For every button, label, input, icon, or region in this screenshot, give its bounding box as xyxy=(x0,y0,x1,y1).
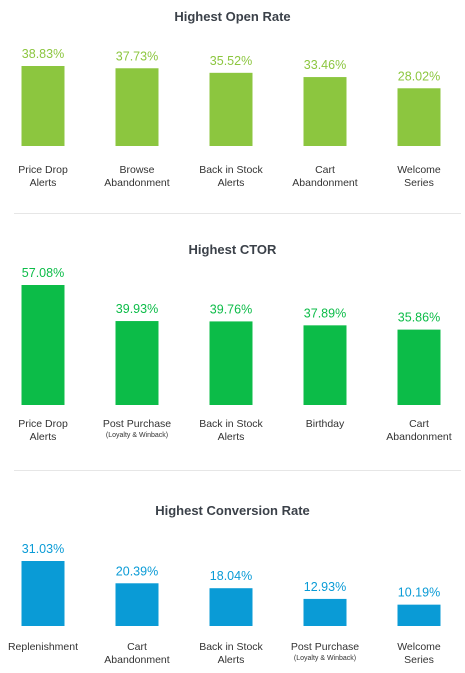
chart-2-category-label-4: Birthday xyxy=(306,418,345,430)
chart-1-category-label-3: Back in Stock xyxy=(199,164,263,176)
chart-2-category-label-2: Post Purchase xyxy=(103,418,171,430)
chart-3-value-label-2: 20.39% xyxy=(116,564,158,578)
divider-1 xyxy=(14,213,461,214)
divider-2 xyxy=(14,470,461,471)
chart-3-value-label-5: 10.19% xyxy=(398,586,440,600)
chart-1-value-label-1: 38.83% xyxy=(22,47,64,61)
chart-2-category-label-5-line-2: Abandonment xyxy=(386,431,451,443)
chart-3-category-label-2: Cart xyxy=(127,641,147,653)
chart-2-value-label-5: 35.86% xyxy=(398,311,440,325)
chart-3-category-label-3-line-2: Alerts xyxy=(218,654,245,666)
chart-1-value-label-3: 35.52% xyxy=(210,54,252,68)
chart-3-category-sublabel-4: (Loyalty & Winback) xyxy=(294,655,356,662)
chart-2-value-label-4: 37.89% xyxy=(304,306,346,320)
chart-2-category-label-1-line-2: Alerts xyxy=(30,431,57,443)
chart-3-category-label-1: Replenishment xyxy=(8,641,78,653)
chart-1-value-label-4: 33.46% xyxy=(304,58,346,72)
chart-1-bar-3 xyxy=(209,72,253,146)
chart-3-category-label-5-line-2: Series xyxy=(404,654,434,666)
chart-1-category-label-4: Cart xyxy=(315,164,335,176)
chart-3-bar-3 xyxy=(209,588,253,626)
chart-3-value-label-1: 31.03% xyxy=(22,542,64,556)
chart-1-category-label-5-line-2: Series xyxy=(404,177,434,189)
chart-2-category-label-5: Cart xyxy=(409,418,429,430)
chart-3-bar-1 xyxy=(21,561,65,626)
chart-1-category-label-3-line-2: Alerts xyxy=(218,177,245,189)
chart-1-title: Highest Open Rate xyxy=(174,9,291,24)
chart-2-bar-3 xyxy=(209,321,253,405)
chart-3-category-label-3: Back in Stock xyxy=(199,641,263,653)
chart-1-bar-4 xyxy=(303,77,347,146)
chart-3-title: Highest Conversion Rate xyxy=(155,503,310,518)
chart-1-value-label-5: 28.02% xyxy=(398,69,440,83)
chart-2-value-label-3: 39.76% xyxy=(210,302,252,316)
chart-3-value-label-4: 12.93% xyxy=(304,580,346,594)
chart-3-bar-4 xyxy=(303,598,347,626)
chart-1-bar-2 xyxy=(115,68,159,146)
chart-1-category-label-2: Browse xyxy=(119,164,154,176)
chart-1-value-label-2: 37.73% xyxy=(116,49,158,63)
chart-2-category-sublabel-2: (Loyalty & Winback) xyxy=(106,432,168,439)
chart-1-category-label-4-line-2: Abandonment xyxy=(292,177,357,189)
chart-3-category-label-2-line-2: Abandonment xyxy=(104,654,169,666)
chart-2-category-label-3-line-2: Alerts xyxy=(218,431,245,443)
chart-2-category-label-1: Price Drop xyxy=(18,418,68,430)
chart-3-bar-5 xyxy=(397,604,441,626)
chart-2-bar-1 xyxy=(21,285,65,405)
chart-2-value-label-2: 39.93% xyxy=(116,302,158,316)
chart-1-bar-1 xyxy=(21,66,65,146)
chart-1-category-label-2-line-2: Abandonment xyxy=(104,177,169,189)
chart-3-category-label-5: Welcome xyxy=(397,641,441,653)
chart-3-bar-2 xyxy=(115,583,159,626)
chart-3-category-label-4: Post Purchase xyxy=(291,641,359,653)
chart-1-category-label-1: Price Drop xyxy=(18,164,68,176)
chart-2-category-label-3: Back in Stock xyxy=(199,418,263,430)
chart-2-bar-5 xyxy=(397,329,441,405)
chart-3-value-label-3: 18.04% xyxy=(210,569,252,583)
chart-2-bar-4 xyxy=(303,325,347,405)
chart-2-title: Highest CTOR xyxy=(188,242,277,257)
chart-1-category-label-5: Welcome xyxy=(397,164,441,176)
chart-1-category-label-1-line-2: Alerts xyxy=(30,177,57,189)
chart-2-value-label-1: 57.08% xyxy=(22,266,64,280)
chart-2-bar-2 xyxy=(115,321,159,405)
chart-1-bar-5 xyxy=(397,88,441,146)
